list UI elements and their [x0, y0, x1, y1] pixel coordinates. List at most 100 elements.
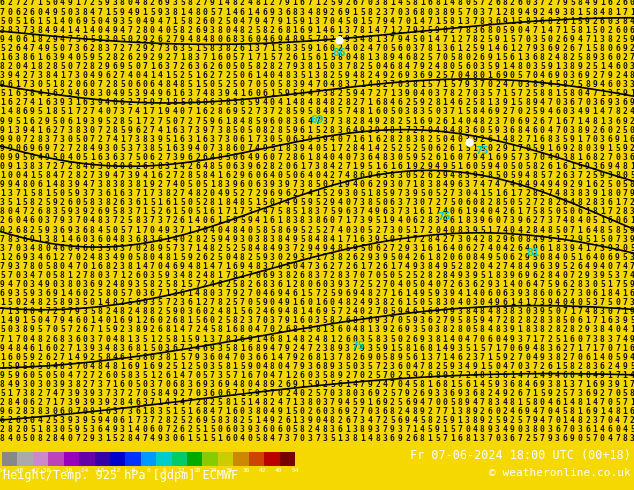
Text: 4: 4	[623, 325, 628, 335]
Text: 4: 4	[270, 435, 275, 443]
Text: 7: 7	[37, 271, 42, 280]
Text: 1: 1	[600, 317, 605, 325]
Text: 5: 5	[307, 289, 313, 298]
Text: 7: 7	[172, 35, 178, 44]
Text: 2: 2	[480, 135, 485, 144]
Text: 2: 2	[67, 80, 72, 89]
Text: 7: 7	[30, 0, 35, 7]
Text: 0: 0	[255, 171, 260, 180]
Text: 8: 8	[285, 26, 290, 35]
Text: 9: 9	[630, 307, 634, 316]
Text: 4: 4	[375, 153, 380, 162]
Text: 8: 8	[382, 98, 387, 107]
Text: 2: 2	[22, 298, 27, 307]
Text: 9: 9	[472, 135, 477, 144]
Text: 1: 1	[555, 235, 560, 244]
Text: 0: 0	[225, 62, 230, 71]
Text: 6: 6	[285, 416, 290, 425]
Text: 6: 6	[240, 135, 245, 144]
Text: 5: 5	[202, 180, 207, 189]
Text: 6: 6	[45, 125, 50, 135]
Text: 4: 4	[45, 26, 50, 35]
Text: 9: 9	[0, 371, 5, 380]
Text: 4: 4	[225, 235, 230, 244]
Text: 3: 3	[202, 389, 207, 398]
Text: 1: 1	[217, 207, 223, 217]
Text: 4: 4	[127, 7, 133, 17]
Text: 6: 6	[135, 125, 140, 135]
Text: 2: 2	[427, 62, 432, 71]
Text: 3: 3	[188, 89, 192, 98]
Text: 9: 9	[450, 7, 455, 17]
Text: 4: 4	[270, 343, 275, 353]
Text: 1: 1	[188, 217, 192, 225]
Text: 6: 6	[517, 244, 522, 253]
Text: 0: 0	[15, 171, 20, 180]
Text: 0: 0	[127, 253, 133, 262]
Text: 1: 1	[517, 207, 522, 217]
Text: 0: 0	[255, 362, 260, 371]
Text: 1: 1	[510, 371, 515, 380]
Text: 1: 1	[405, 162, 410, 171]
Text: 6: 6	[135, 271, 140, 280]
Text: 5: 5	[405, 317, 410, 325]
Text: 9: 9	[8, 135, 13, 144]
Text: 2: 2	[292, 343, 297, 353]
Text: 9: 9	[307, 44, 313, 53]
Text: 0: 0	[548, 407, 552, 416]
Text: 8: 8	[240, 26, 245, 35]
Text: 5: 5	[0, 17, 5, 25]
Text: 8: 8	[540, 325, 545, 335]
Text: 6: 6	[420, 253, 425, 262]
Text: 6: 6	[435, 380, 440, 389]
Text: 2: 2	[503, 407, 507, 416]
Text: 0: 0	[600, 435, 605, 443]
Text: 4: 4	[82, 180, 87, 189]
Text: 6: 6	[172, 343, 178, 353]
Text: 9: 9	[82, 117, 87, 125]
Text: 6: 6	[150, 153, 155, 162]
Text: 7: 7	[172, 244, 178, 253]
Text: 9: 9	[503, 353, 507, 362]
Text: 0: 0	[465, 325, 470, 335]
Text: 3: 3	[98, 180, 102, 189]
Text: 9: 9	[337, 398, 342, 407]
Text: 6: 6	[300, 153, 305, 162]
Text: 7: 7	[188, 353, 192, 362]
Text: 8: 8	[578, 280, 583, 289]
Text: 8: 8	[495, 198, 500, 207]
Text: 9: 9	[555, 7, 560, 17]
Text: 1: 1	[143, 189, 147, 198]
Text: 8: 8	[472, 35, 477, 44]
Text: 4: 4	[555, 271, 560, 280]
Text: 8: 8	[165, 416, 170, 425]
Text: 5: 5	[22, 289, 27, 298]
Text: 8: 8	[150, 144, 155, 153]
Text: 1: 1	[300, 380, 305, 389]
Text: 5: 5	[555, 335, 560, 343]
Text: 7: 7	[435, 407, 440, 416]
Text: 7: 7	[600, 343, 605, 353]
Text: 1: 1	[495, 7, 500, 17]
Text: 5: 5	[405, 371, 410, 380]
Text: 2: 2	[472, 244, 477, 253]
Text: 3: 3	[262, 389, 268, 398]
Text: 7: 7	[165, 17, 170, 25]
Text: 6: 6	[30, 7, 35, 17]
Text: 4: 4	[495, 207, 500, 217]
Text: 1: 1	[233, 307, 237, 316]
Text: 8: 8	[458, 171, 462, 180]
Text: 4: 4	[105, 17, 110, 25]
Text: 1: 1	[360, 435, 365, 443]
Text: 8: 8	[465, 217, 470, 225]
Text: 7: 7	[157, 380, 162, 389]
Text: 9: 9	[45, 144, 50, 153]
Text: 1: 1	[225, 7, 230, 17]
Text: 8: 8	[615, 171, 620, 180]
Text: 6: 6	[233, 407, 237, 416]
Text: 7: 7	[45, 307, 50, 316]
Text: 6: 6	[300, 317, 305, 325]
Text: 3: 3	[480, 62, 485, 71]
Text: 3: 3	[262, 180, 268, 189]
Text: 3: 3	[465, 171, 470, 180]
